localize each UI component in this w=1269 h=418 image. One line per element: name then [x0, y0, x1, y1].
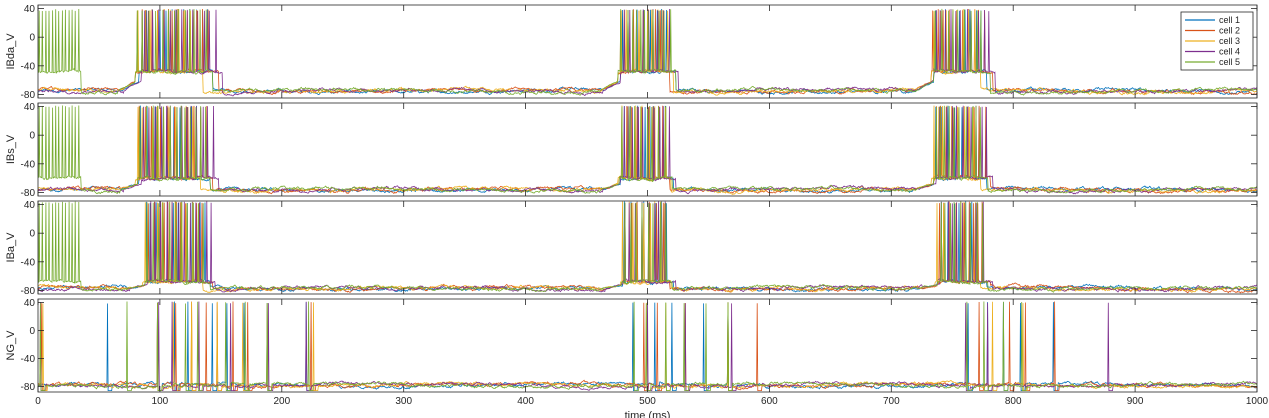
- y-tick-label: 0: [29, 229, 35, 240]
- panel-IBa_V: -80 -40 0 40 IBa_V: [5, 200, 1258, 297]
- y-tick-label: 0: [29, 131, 35, 142]
- x-tick-label: 600: [761, 396, 778, 407]
- trace-NG_V-cell-4: [38, 301, 1257, 391]
- trace-IBa_V-cell-5: [38, 201, 1257, 293]
- x-tick-label: 700: [883, 396, 900, 407]
- y-tick-label: -40: [21, 61, 36, 72]
- x-tick-label: 300: [395, 396, 412, 407]
- y-tick-label: -40: [21, 354, 36, 365]
- y-axis-label-NG_V: NG_V: [5, 330, 17, 361]
- y-tick-label: -80: [21, 382, 36, 393]
- y-tick-label: -80: [21, 286, 36, 297]
- y-tick-label: 40: [24, 102, 36, 113]
- trace-IBa_V-cell-2: [38, 201, 1257, 294]
- y-tick-label: 40: [24, 200, 36, 211]
- y-tick-label: 0: [29, 33, 35, 44]
- x-tick-label: 100: [152, 396, 169, 407]
- legend-entry-cell-3: cell 3: [1219, 36, 1240, 46]
- traces-IBa_V: [38, 201, 1257, 294]
- legend-entry-cell-2: cell 2: [1219, 26, 1240, 36]
- traces-NG_V: [38, 301, 1257, 391]
- y-tick-label: -80: [21, 188, 36, 199]
- x-tick-label: 900: [1127, 396, 1144, 407]
- x-tick-label: 0: [35, 396, 41, 407]
- legend-entry-cell-4: cell 4: [1219, 47, 1240, 57]
- trace-IBa_V-cell-4: [38, 201, 1257, 293]
- panel-IBs_V: -80 -40 0 40 IBs_V: [5, 102, 1258, 199]
- legend-entry-cell-5: cell 5: [1219, 57, 1240, 67]
- x-tick-label: 400: [517, 396, 534, 407]
- panel-NG_V: -80 -40 0 40 NG_V: [5, 298, 1258, 393]
- x-tick-label: 500: [639, 396, 656, 407]
- x-tick-label: 200: [273, 396, 290, 407]
- y-tick-label: 40: [24, 298, 36, 309]
- trace-IBda_V-cell-5: [38, 8, 1257, 96]
- trace-IBa_V-cell-1: [38, 201, 1257, 293]
- y-tick-label: -40: [21, 159, 36, 170]
- trace-IBs_V-cell-4: [38, 105, 1257, 195]
- y-tick-label: 0: [29, 326, 35, 337]
- y-axis-label-IBa_V: IBa_V: [5, 232, 17, 263]
- y-axis-label-IBda_V: IBda_V: [5, 33, 17, 70]
- panel-IBda_V: -80 -40 0 40 IBda_V: [5, 4, 1258, 101]
- y-axis-label-IBs_V: IBs_V: [5, 134, 17, 164]
- panels-group: -80 -40 0 40 IBda_V -80 -40 0 40 IBs_V -80 -40 0 40 IB…: [5, 4, 1269, 407]
- trace-IBa_V-cell-3: [38, 201, 1257, 294]
- y-tick-label: -40: [21, 257, 36, 268]
- traces-IBda_V: [38, 8, 1257, 97]
- y-tick-label: 40: [24, 4, 36, 15]
- x-tick-label: 1000: [1246, 396, 1269, 407]
- x-axis-label: time (ms): [625, 410, 671, 418]
- y-tick-label: -80: [21, 90, 36, 101]
- legend-entry-cell-1: cell 1: [1219, 15, 1240, 25]
- x-tick-label: 800: [1005, 396, 1022, 407]
- traces-IBs_V: [38, 105, 1257, 195]
